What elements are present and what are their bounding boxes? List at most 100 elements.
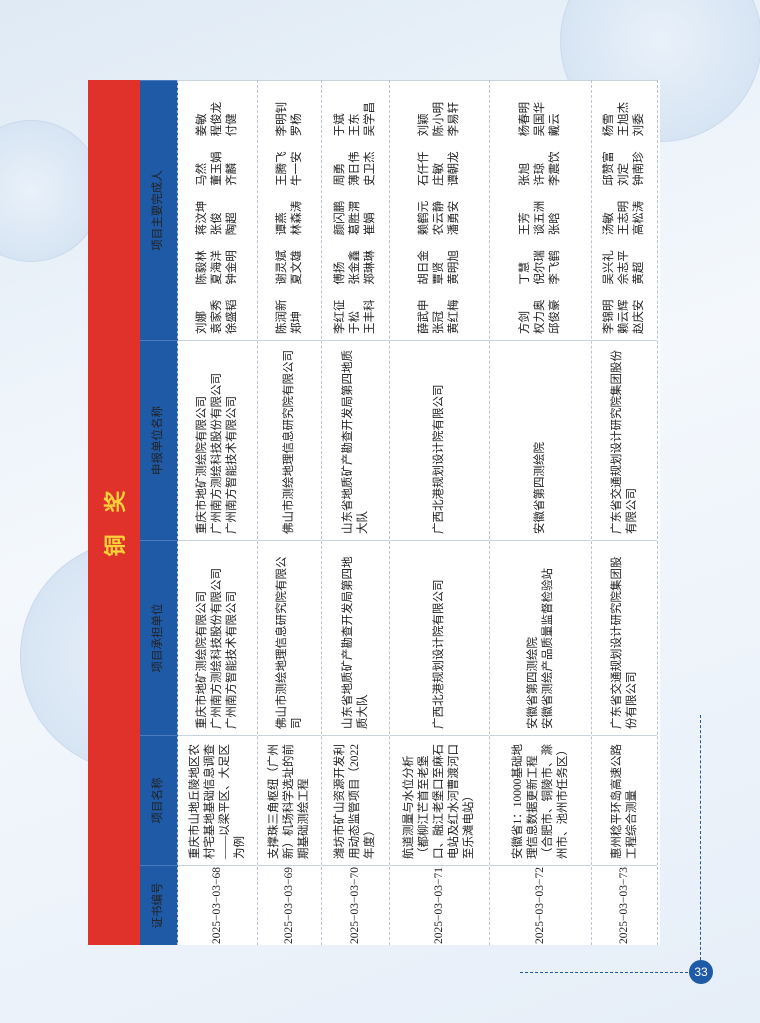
person-name: 佘志平	[618, 250, 630, 285]
person-line: 黄红梅 黄明旭 潘勇安 谭朝龙 李易轩	[447, 87, 462, 334]
person-name: 赵庆安	[633, 299, 645, 335]
person-name: 王志明	[618, 200, 630, 236]
table-cell: 2025−03−03−69	[258, 865, 321, 945]
person-name: 李飞鹤	[549, 250, 561, 285]
person-line: 徐盛韬 钟金明 陶超 齐麟 付健	[225, 87, 240, 334]
cell-text: 2025−03−03−70	[349, 867, 361, 944]
decoration-line	[520, 972, 688, 973]
table-cell: 佛山市测绘地理信息研究院有限公司	[258, 540, 321, 735]
person-name: 赖云辉	[618, 299, 630, 335]
person-name: 黄红梅	[448, 299, 460, 335]
header-cell: 项目承担单位	[140, 540, 177, 735]
person-name: 邱俊豪	[549, 299, 561, 335]
person-name: 李明钊	[275, 101, 288, 137]
person-name: 王东	[349, 113, 361, 137]
table-row: 2025−03−03−72 安徽省1：10000基础地理信息数据更新工程（合肥市、…	[490, 80, 592, 945]
person-name: 崔娟	[364, 212, 376, 236]
table-cell: 航道测量与水位分析（都柳江芒首至老堡口、融江老堡口至麻石电站及红水河曹渡河口至乐…	[390, 735, 489, 865]
table-cell: 广东省交通规划设计研究院集团股份有限公司	[592, 340, 657, 540]
person-name: 赖鹤元	[418, 200, 430, 236]
unit-name: 重庆市地矿测绘院有限公司	[196, 396, 208, 534]
person-name: 葛胜渭	[349, 200, 361, 236]
person-name: 谭燕	[275, 212, 288, 236]
person-line: 方剑 丁慧 王芳 张旭 杨春明	[518, 87, 533, 334]
unit-name: 山东省地质矿产勘查开发局第四地质大队	[341, 350, 369, 534]
person-name: 李锦明	[603, 299, 615, 335]
person-name: 许琼	[534, 162, 546, 186]
unit-name: 佛山市测绘地理信息研究院有限公司	[275, 556, 303, 730]
person-name: 庄敏	[433, 162, 445, 186]
table-row: 2025−03−03−70 潍坊市矿山资源开发利用动态监管项目（2022年度） 山东…	[322, 80, 390, 945]
header-cell: 申报单位名称	[140, 340, 177, 540]
person-name: 谢灵斌	[275, 250, 288, 285]
person-name: 张俊	[211, 212, 223, 236]
person-name: 刘定	[618, 162, 630, 186]
person-line: 陈润新 谢灵斌 谭燕 王腾飞 李明钊	[275, 87, 290, 334]
table-cell: 方剑 丁慧 王芳 张旭 杨春明 权力奥 倪尔瑞 谈五洲 许琼 吴国华 邱俊豪 李飞鹤 张晗 李震饮 戴云	[490, 80, 591, 340]
person-name: 谭朝龙	[448, 151, 460, 186]
person-line: 郑坤 夏文雄 林森涛 牛一安 罗杨	[290, 87, 305, 334]
person-name: 刘娜	[196, 311, 208, 334]
table-cell: 重庆市地矿测绘院有限公司 广州南方测绘科技股份有限公司 广州南方智能技术有限公司	[178, 340, 257, 540]
table-body: 2025−03−03−68 重庆市山地丘陵地区农村宅基地基础信息调查——以梁平区、…	[178, 80, 658, 945]
table-cell: 陈润新 谢灵斌 谭燕 王腾飞 李明钊 郑坤 夏文雄 林森涛 牛一安 罗杨	[258, 80, 321, 340]
person-name: 王旭杰	[618, 101, 630, 137]
person-name: 高松涛	[633, 200, 645, 236]
person-name: 吴兴礼	[603, 250, 615, 285]
table-row: 2025−03−03−69 支撑珠三角枢纽（广州新）机场科学选址的前期基础测绘工程…	[258, 80, 322, 945]
unit-name: 广州南方测绘科技股份有限公司	[211, 373, 223, 534]
person-name: 张旭	[519, 162, 531, 186]
person-name: 罗杨	[290, 113, 303, 137]
person-name: 吴学昌	[364, 101, 376, 137]
unit-name: 广西北港规划设计院有限公司	[433, 384, 445, 535]
table-cell: 广西北港规划设计院有限公司	[390, 540, 489, 735]
person-line: 刘娜 陈毅林 蒋汶坤 马然 姜敏	[195, 87, 210, 334]
person-name: 于松	[349, 311, 361, 334]
person-name: 钟南珍	[633, 151, 645, 186]
table-cell: 惠州稔平环岛高速公路工程综合测量	[592, 735, 657, 865]
unit-name: 山东省地质矿产勘查开发局第四地质大队	[341, 556, 369, 730]
person-line: 薛武申 胡日金 赖鹤元 石仟仟 刘颖	[417, 87, 432, 334]
person-name: 刘委	[633, 113, 645, 137]
person-name: 刘颖	[418, 113, 430, 137]
person-name: 陈润新	[275, 299, 288, 335]
unit-name: 重庆市地矿测绘院有限公司	[196, 591, 208, 729]
page-number: 33	[689, 960, 713, 984]
person-name: 张冠	[433, 311, 445, 334]
person-name: 傅扬	[334, 261, 346, 285]
person-name: 王丰科	[364, 299, 376, 335]
header-cell: 项目主要完成人	[140, 80, 177, 340]
person-line: 李红征 傅扬 颜闪鹏 周勇 于斌	[333, 87, 348, 334]
unit-name: 安徽省测绘产品质量监督检验站	[541, 568, 554, 729]
person-name: 倪尔瑞	[534, 250, 546, 285]
person-name: 马然	[196, 162, 208, 186]
person-line: 张冠 覃贤 农云静 庄敏 陈小明	[432, 87, 447, 334]
person-name: 黄超	[633, 261, 645, 285]
cell-text: 潍坊市矿山资源开发利用动态监管项目（2022年度）	[334, 744, 376, 859]
table-title: 铜奖	[88, 80, 140, 945]
person-line: 邱俊豪 李飞鹤 张晗 李震饮 戴云	[548, 87, 563, 334]
person-name: 郑坤	[290, 311, 303, 334]
person-name: 董玉娟	[211, 151, 223, 186]
person-name: 薛武申	[418, 299, 430, 335]
table-cell: 安徽省第四测绘院	[490, 340, 591, 540]
person-name: 郑琳琳	[364, 250, 376, 285]
person-name: 陶超	[226, 212, 238, 236]
person-name: 李红征	[334, 299, 346, 335]
header-cell: 证书编号	[140, 865, 177, 945]
person-name: 权力奥	[534, 299, 546, 335]
person-name: 潘勇安	[448, 200, 460, 236]
person-name: 丁慧	[519, 261, 531, 285]
table-row: 2025−03−03−73 惠州稔平环岛高速公路工程综合测量 广东省交通规划设计研究…	[592, 80, 658, 945]
table-cell: 2025−03−03−71	[390, 865, 489, 945]
cell-text: 支撑珠三角枢纽（广州新）机场科学选址的前期基础测绘工程	[268, 744, 310, 859]
table-cell: 李红征 傅扬 颜闪鹏 周勇 于斌 于松 张金鑫 葛胜渭 薄日伟 王东 王丰科 郑琳琳 崔娟 史卫杰 吴学昌	[322, 80, 389, 340]
person-name: 黄明旭	[448, 250, 460, 285]
table-cell: 广西北港规划设计院有限公司	[390, 340, 489, 540]
table-cell: 刘娜 陈毅林 蒋汶坤 马然 姜敏 袁家秀 夏海洋 张俊 董玉娟 程俊龙 徐盛韬 钟金明 陶超 齐麟 付健	[178, 80, 257, 340]
person-name: 农云静	[433, 200, 445, 236]
table-cell: 李锦明 吴兴礼 汤敏 邱赞富 杨雪 赖云辉 佘志平 王志明 刘定 王旭杰 赵庆安 黄超 高松涛 钟南珍 刘委	[592, 80, 657, 340]
unit-name: 安徽省第四测绘院	[534, 442, 546, 534]
table-cell: 山东省地质矿产勘查开发局第四地质大队	[322, 340, 389, 540]
table-cell: 支撑珠三角枢纽（广州新）机场科学选址的前期基础测绘工程	[258, 735, 321, 865]
